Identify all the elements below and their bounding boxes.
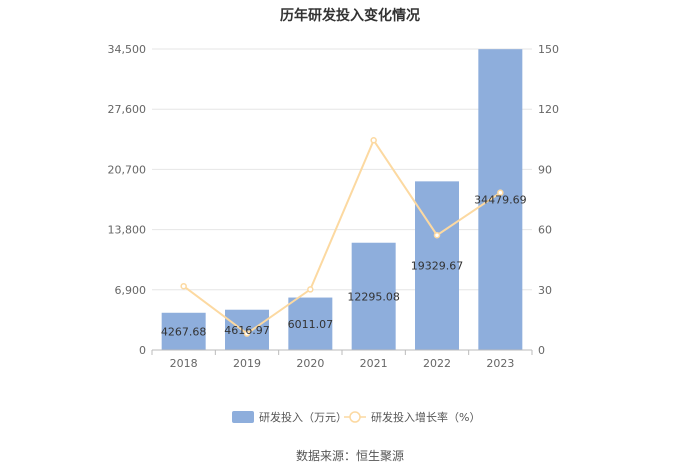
bar xyxy=(225,309,269,350)
line-point xyxy=(243,330,251,337)
x-tick-label: 2023 xyxy=(486,357,514,370)
left-tick-label: 6,900 xyxy=(115,284,147,297)
right-tick-label: 30 xyxy=(538,284,552,297)
bar-value-label: 34479.69 xyxy=(474,194,527,207)
legend: 研发投入（万元） 研发投入增长率（%） xyxy=(232,410,480,424)
x-tick-label: 2021 xyxy=(360,357,388,370)
line-point xyxy=(180,282,187,290)
bar-value-label: 6011.07 xyxy=(288,318,334,331)
right-tick-label: 60 xyxy=(538,224,552,237)
left-tick-label: 20,700 xyxy=(108,163,147,176)
bar-data-labels: 4267.68 4616.97 6011.07 12295.08 19329.67 344… xyxy=(161,194,527,339)
left-tick-label: 27,600 xyxy=(108,103,147,116)
x-tick-label: 2019 xyxy=(233,357,261,370)
line-series xyxy=(180,137,504,337)
line-point xyxy=(497,189,504,196)
right-tick-label: 150 xyxy=(538,43,559,56)
grid-lines xyxy=(152,48,532,291)
bar xyxy=(478,49,523,351)
bar xyxy=(415,181,459,350)
right-tick-label: 90 xyxy=(538,163,552,176)
chart-title: 历年研发投入变化情况 xyxy=(280,7,420,24)
right-tick-label: 0 xyxy=(538,344,545,357)
line-point xyxy=(433,231,441,239)
right-y-axis: 0 30 60 90 120 150 xyxy=(538,43,559,357)
bar-value-label: 19329.67 xyxy=(411,260,464,273)
legend-bar-label: 研发投入（万元） xyxy=(259,410,347,424)
x-axis: 2018 2019 2020 2021 2022 2023 xyxy=(151,349,533,370)
bar-value-label: 12295.08 xyxy=(347,290,400,303)
legend-line-label: 研发投入增长率（%） xyxy=(371,410,480,424)
right-tick-label: 120 xyxy=(538,103,559,116)
bar xyxy=(161,312,206,350)
x-tick-label: 2018 xyxy=(170,357,198,370)
left-tick-label: 0 xyxy=(139,344,146,357)
line-point xyxy=(370,137,377,144)
bar xyxy=(351,242,396,350)
left-tick-label: 34,500 xyxy=(108,43,147,56)
x-tick-label: 2022 xyxy=(423,357,451,370)
left-tick-label: 13,800 xyxy=(108,224,147,237)
line-point xyxy=(307,286,314,293)
growth-rate-line xyxy=(183,138,501,335)
bar-value-label: 4616.97 xyxy=(224,324,270,337)
legend-line-marker xyxy=(349,411,361,423)
bar xyxy=(288,297,333,350)
bar-value-label: 4267.68 xyxy=(161,325,207,338)
data-source: 数据来源：恒生聚源 xyxy=(296,448,404,463)
bar-series xyxy=(161,49,523,351)
left-y-axis: 0 6,900 13,800 20,700 27,600 34,500 xyxy=(108,43,147,357)
legend-bar-swatch xyxy=(232,411,254,423)
x-tick-label: 2020 xyxy=(296,357,324,370)
